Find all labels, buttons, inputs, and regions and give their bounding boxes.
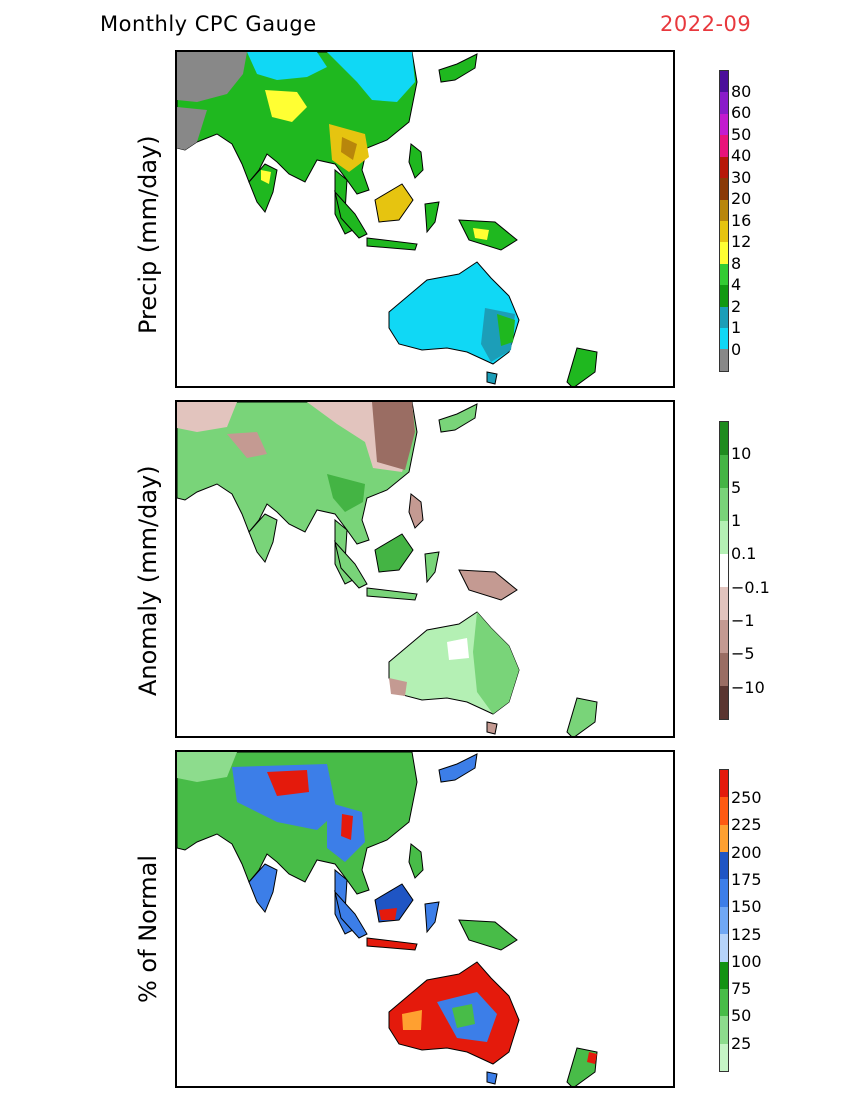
colorbar-swatch xyxy=(720,906,728,935)
precip-map xyxy=(177,52,598,386)
anomaly-tick-label: 1 xyxy=(731,511,742,530)
precip-tick-label: 80 xyxy=(731,82,752,101)
percent-normal-map xyxy=(177,752,598,1086)
precip-tick-label: 1 xyxy=(731,318,742,337)
anomaly-tick-label: 0.1 xyxy=(731,544,757,563)
precip-tick-label: 4 xyxy=(731,275,742,294)
anomaly-tick-label: 10 xyxy=(731,444,752,463)
precip-tick-label: 50 xyxy=(731,125,752,144)
percent-tick-label: 175 xyxy=(731,870,762,889)
precip-map-panel xyxy=(175,50,675,388)
anomaly-tick-label: 5 xyxy=(731,478,742,497)
percent-normal-map-panel xyxy=(175,750,675,1088)
colorbar-swatch xyxy=(720,879,728,907)
percent-tick-label: 100 xyxy=(731,952,762,971)
precip-tick-label: 0 xyxy=(731,340,742,359)
percent-tick-label: 225 xyxy=(731,815,762,834)
percent-tick-label: 125 xyxy=(731,925,762,944)
precip-tick-label: 12 xyxy=(731,232,752,251)
percent-tick-label: 75 xyxy=(731,979,752,998)
colorbar-swatch xyxy=(720,285,728,307)
precip-tick-label: 8 xyxy=(731,254,742,273)
colorbar-swatch xyxy=(720,306,728,329)
colorbar-swatch xyxy=(720,156,728,179)
precip-colorbar xyxy=(719,70,729,372)
colorbar-swatch xyxy=(720,113,728,136)
colorbar-swatch xyxy=(720,620,728,653)
colorbar-swatch xyxy=(720,220,728,243)
colorbar-swatch xyxy=(720,961,728,989)
colorbar-swatch xyxy=(720,71,728,93)
precip-tick-label: 16 xyxy=(731,211,752,230)
colorbar-swatch xyxy=(720,554,728,587)
percent-colorbar xyxy=(719,769,729,1072)
colorbar-swatch xyxy=(720,852,728,880)
precip-tick-label: 20 xyxy=(731,189,752,208)
percent-axis-label: % of Normal xyxy=(134,854,162,1003)
anomaly-map xyxy=(177,402,598,736)
precip-axis-label: Precip (mm/day) xyxy=(134,135,162,334)
colorbar-swatch xyxy=(720,770,728,798)
anomaly-tick-label: −1 xyxy=(731,611,755,630)
colorbar-swatch xyxy=(720,797,728,825)
percent-tick-label: 150 xyxy=(731,897,762,916)
colorbar-swatch xyxy=(720,135,728,157)
colorbar-swatch xyxy=(720,824,728,853)
colorbar-swatch xyxy=(720,178,728,200)
anomaly-colorbar xyxy=(719,421,729,720)
anomaly-map-panel xyxy=(175,400,675,738)
precip-tick-label: 40 xyxy=(731,146,752,165)
anomaly-axis-label: Anomaly (mm/day) xyxy=(134,465,162,696)
colorbar-swatch xyxy=(720,686,728,719)
colorbar-swatch xyxy=(720,92,728,114)
anomaly-tick-label: −0.1 xyxy=(731,578,770,597)
colorbar-swatch xyxy=(720,455,728,488)
percent-tick-label: 200 xyxy=(731,843,762,862)
colorbar-swatch xyxy=(720,1043,728,1071)
map-title: Monthly CPC Gauge xyxy=(100,12,317,36)
colorbar-swatch xyxy=(720,521,728,554)
colorbar-swatch xyxy=(720,349,728,371)
anomaly-tick-label: −5 xyxy=(731,644,755,663)
colorbar-swatch xyxy=(720,988,728,1017)
colorbar-swatch xyxy=(720,242,728,264)
percent-tick-label: 25 xyxy=(731,1034,752,1053)
precip-tick-label: 2 xyxy=(731,297,742,316)
percent-tick-label: 250 xyxy=(731,788,762,807)
map-date: 2022-09 xyxy=(660,12,752,36)
colorbar-swatch xyxy=(720,199,728,221)
colorbar-swatch xyxy=(720,263,728,286)
percent-tick-label: 50 xyxy=(731,1006,752,1025)
colorbar-swatch xyxy=(720,488,728,521)
precip-tick-label: 30 xyxy=(731,168,752,187)
colorbar-swatch xyxy=(720,934,728,962)
colorbar-swatch xyxy=(720,1016,728,1044)
anomaly-tick-label: −10 xyxy=(731,678,765,697)
precip-tick-label: 60 xyxy=(731,103,752,122)
colorbar-swatch xyxy=(720,653,728,686)
colorbar-swatch xyxy=(720,587,728,620)
colorbar-swatch xyxy=(720,422,728,455)
colorbar-swatch xyxy=(720,328,728,350)
